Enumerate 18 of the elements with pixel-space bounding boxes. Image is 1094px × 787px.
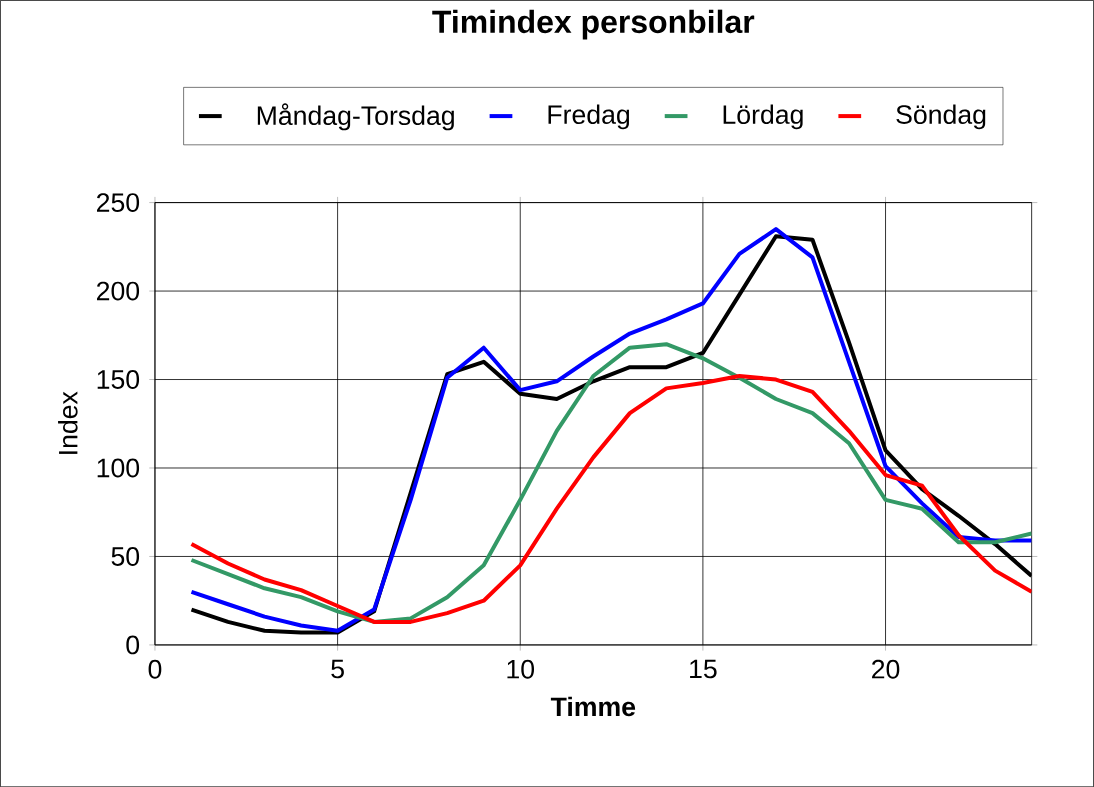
- x-tick-label: 5: [331, 659, 344, 679]
- x-tick-label: 20: [872, 659, 900, 679]
- x-tick-label: 10: [507, 659, 535, 679]
- legend-label: Måndag-Torsdag: [257, 103, 454, 131]
- y-tick-label: 100: [97, 458, 140, 478]
- y-tick-label: 150: [97, 369, 140, 389]
- x-tick-label: 15: [690, 659, 717, 679]
- y-axis-title: Index: [58, 391, 78, 454]
- x-axis-title: Timme: [550, 696, 636, 717]
- chart-title: Timindex personbilar: [432, 9, 755, 40]
- legend-label: Fredag: [548, 104, 630, 130]
- y-tick-label: 200: [97, 281, 140, 301]
- y-tick-label: 50: [111, 546, 140, 566]
- y-tick-label: 250: [97, 193, 140, 212]
- y-tick-label: 0: [126, 635, 140, 655]
- legend-label: Lördag: [723, 104, 803, 130]
- x-tick-label: 0: [148, 659, 162, 679]
- legend-label: Söndag: [896, 104, 986, 130]
